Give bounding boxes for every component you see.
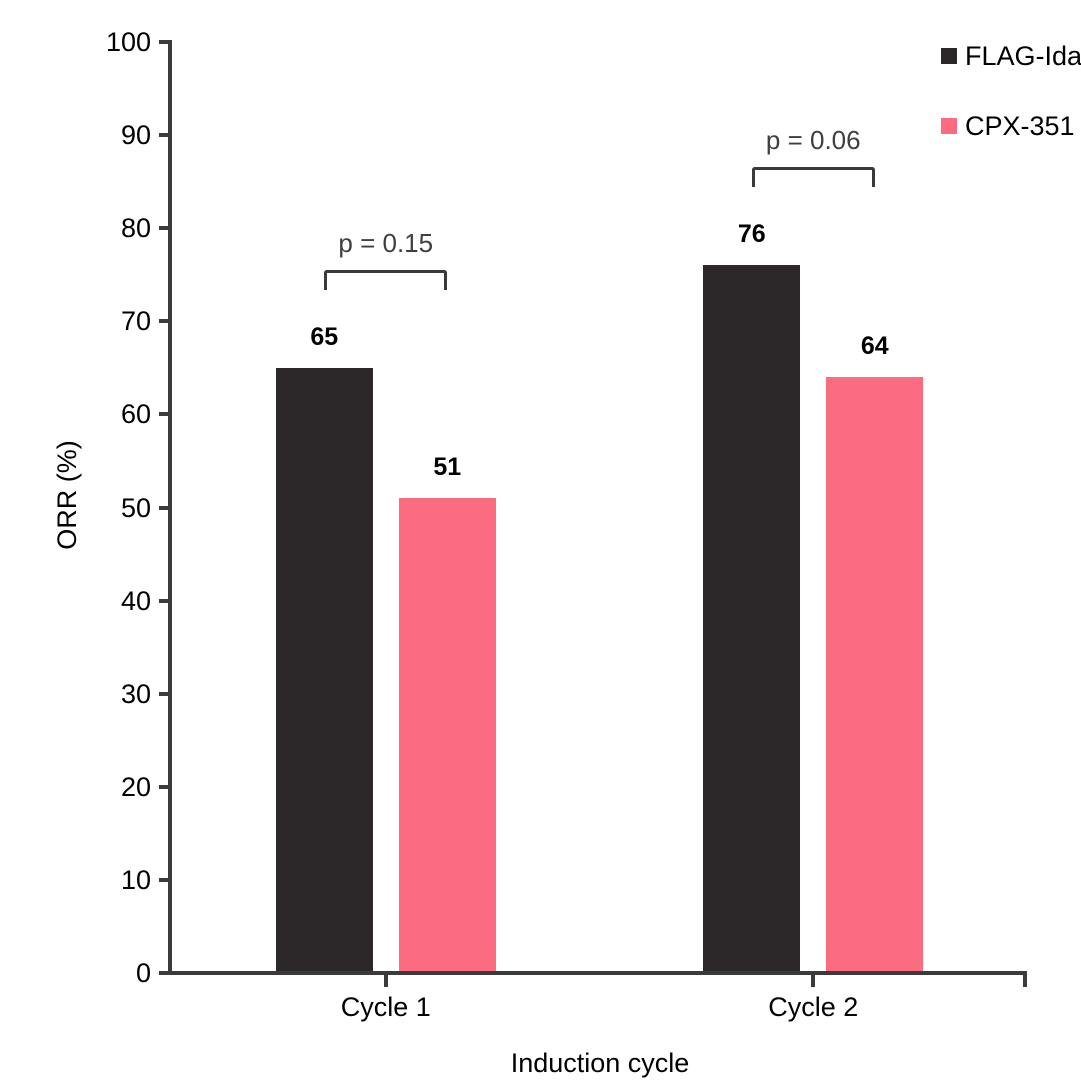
y-tick-label: 40 (120, 585, 151, 616)
y-tick-label: 90 (120, 120, 151, 151)
bar-flag-ida (703, 265, 801, 971)
x-tick-mark (811, 975, 816, 987)
bar-flag-ida (275, 367, 373, 971)
legend-label-cpx-351: CPX-351 (965, 110, 1075, 141)
y-tick-label: 80 (120, 213, 151, 244)
bar-cpx-351 (398, 498, 496, 971)
significance-bracket (751, 167, 875, 188)
y-tick-mark (159, 877, 172, 882)
y-tick-mark (159, 319, 172, 324)
y-tick-label: 30 (120, 678, 151, 709)
significance-bracket (324, 269, 448, 290)
y-tick-mark (159, 784, 172, 789)
y-tick-mark (159, 505, 172, 510)
y-tick-label: 60 (120, 399, 151, 430)
x-axis-title: Induction cycle (510, 1048, 690, 1078)
bar-value-label: 76 (737, 220, 766, 249)
y-tick-mark (159, 40, 172, 44)
y-tick-mark (159, 412, 172, 417)
bar-cpx-351 (826, 377, 924, 971)
legend-label-flag-ida: FLAG-Ida (965, 40, 1081, 71)
y-tick-mark (159, 133, 172, 138)
y-tick-mark (159, 971, 172, 975)
bar-value-label: 65 (310, 322, 339, 351)
y-tick-label: 0 (135, 958, 151, 988)
x-tick-mark (383, 975, 388, 987)
legend-item-flag-ida: FLAG-Ida (941, 40, 1081, 71)
x-tick-label: Cycle 1 (340, 992, 431, 1022)
y-tick-label: 10 (120, 864, 151, 895)
y-tick-label: 70 (120, 306, 151, 337)
y-tick-label: 50 (120, 492, 151, 523)
legend-swatch-flag-ida-icon (941, 48, 957, 64)
y-axis-title: ORR (%) (52, 440, 82, 550)
p-value-label: p = 0.06 (765, 125, 861, 156)
y-tick-label: 100 (105, 27, 151, 57)
y-tick-mark (159, 226, 172, 231)
legend-item-cpx-351: CPX-351 (941, 110, 1075, 141)
y-tick-mark (159, 691, 172, 696)
legend-swatch-cpx-351-icon (941, 118, 957, 134)
y-tick-label: 20 (120, 771, 151, 802)
x-tick-label: Cycle 2 (768, 992, 859, 1022)
x-axis-line (172, 971, 1027, 975)
y-tick-mark (159, 598, 172, 603)
p-value-label: p = 0.15 (338, 227, 434, 258)
bar-value-label: 64 (860, 332, 889, 361)
bar-value-label: 51 (433, 453, 462, 482)
x-axis-end-tick-mark (1023, 975, 1027, 987)
